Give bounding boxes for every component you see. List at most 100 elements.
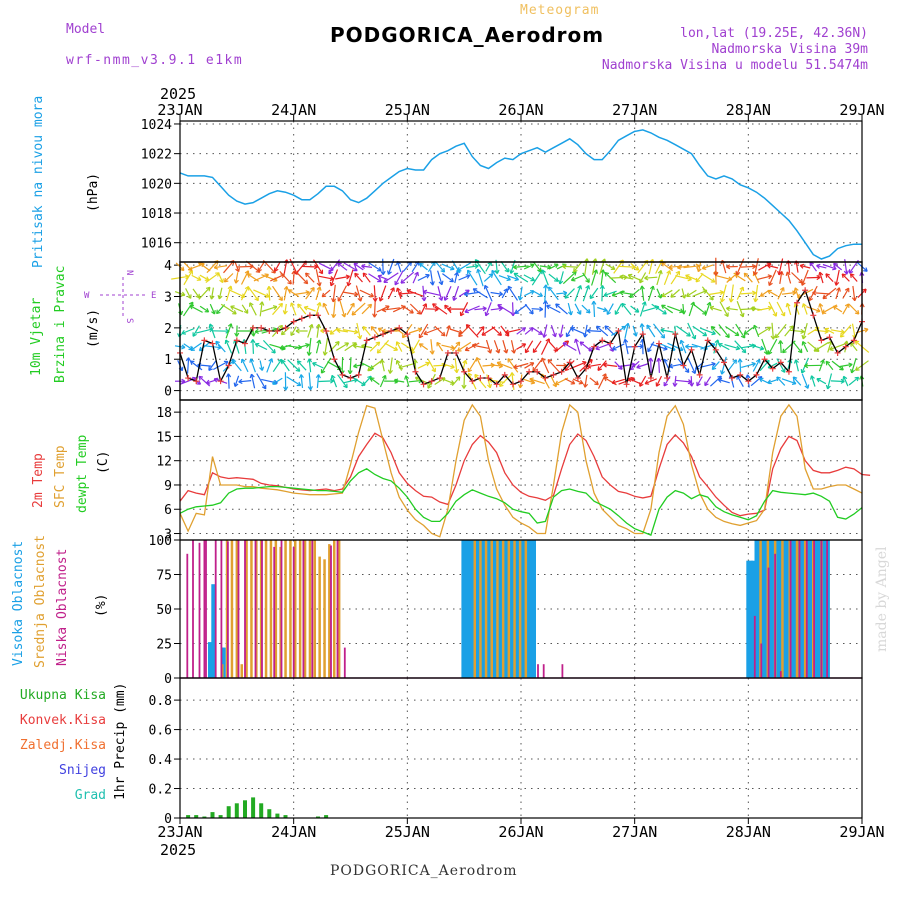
wind-barb-head	[794, 288, 795, 292]
wind-barb-head	[680, 340, 681, 344]
wind-barb-head	[182, 334, 186, 335]
y-tick-label: 4	[164, 259, 172, 274]
precip-legend-conv: Konvek.Kisa	[20, 713, 106, 728]
wind-barb	[253, 339, 254, 354]
wind-barb-head	[361, 297, 362, 301]
cloud-bar-low	[199, 543, 201, 678]
wind-barb-head	[637, 368, 641, 369]
wind-barb-head	[743, 313, 744, 317]
wind-barb-head	[464, 295, 468, 297]
cloud-bar-mid	[314, 540, 317, 678]
wind-barb-head	[855, 297, 857, 301]
wind-barb-head	[720, 291, 724, 293]
wind-barb	[248, 274, 259, 281]
wind-barb	[501, 261, 509, 272]
wind-barb-head	[291, 280, 292, 284]
wind-barb-head	[320, 282, 321, 286]
wind-gust-point	[258, 325, 264, 331]
wind-barb	[263, 340, 275, 353]
wind-barb	[401, 343, 413, 351]
cloud-bar-mid	[250, 540, 253, 678]
precip-bar	[251, 797, 255, 818]
wind-barbs	[171, 258, 869, 390]
cloud-bar-mid	[474, 540, 477, 678]
wind-ylabel-1: 10m Vjetar	[29, 298, 44, 376]
wind-barb-head	[223, 279, 224, 283]
y-tick-label: 9	[164, 479, 172, 494]
wind-barb-head	[548, 360, 549, 364]
wind-barb-head	[442, 297, 443, 301]
cloud-bar-low	[204, 540, 206, 678]
wind-gust-point	[372, 334, 378, 340]
wind-barb	[599, 374, 606, 389]
cloud-bar-low	[303, 540, 305, 678]
wind-barb-head	[433, 281, 435, 285]
wind-barb-head	[768, 275, 772, 276]
wind-barb	[744, 273, 752, 282]
wind-barb	[273, 286, 283, 300]
cloud-bar-mid	[479, 540, 482, 678]
wind-barb	[777, 302, 784, 316]
precip-bar	[227, 806, 231, 818]
wind-barb-head	[808, 385, 809, 389]
wind-barb-head	[442, 281, 443, 285]
temp-ylabels: 2m Temp SFC Temp dewpt Temp (C)	[31, 435, 111, 513]
wind-gust-point	[339, 372, 345, 378]
wind-barb-head	[354, 366, 358, 367]
wind-barb	[188, 358, 189, 374]
wind-barb	[401, 272, 414, 283]
wind-barb-head	[475, 375, 476, 379]
wind-barb-head	[466, 325, 467, 329]
wind-barb	[562, 266, 577, 267]
wind-barb	[248, 286, 258, 300]
wind-barb	[832, 361, 843, 370]
wind-barb	[594, 301, 595, 317]
cloud-bar-low	[273, 547, 275, 678]
cloud-bar-low	[186, 554, 188, 678]
date-label-bottom: 28JAN	[726, 823, 771, 841]
precip-bar	[235, 803, 239, 818]
wind-barb-head	[801, 349, 802, 353]
wind-barb-head	[640, 324, 642, 328]
wind-barb	[362, 304, 372, 314]
cloud-bar-low	[543, 664, 545, 678]
cloud-bar-mid	[333, 540, 336, 678]
wind-gust-point	[607, 341, 613, 347]
wind-barb-head	[331, 375, 332, 379]
precip-bar	[267, 809, 271, 818]
cloud-bar-low	[205, 540, 207, 678]
wind-barb	[693, 326, 707, 335]
wind-barb	[468, 270, 477, 285]
y-tick-label: 1016	[141, 237, 172, 252]
wind-barb	[442, 274, 453, 282]
date-label-bottom: 27JAN	[612, 823, 657, 841]
wind-barb-head	[587, 367, 591, 368]
wind-gust-point	[266, 328, 272, 334]
wind-barb-head	[397, 288, 398, 292]
wind-barb-head	[630, 369, 634, 370]
cloud-bar-low	[754, 616, 756, 678]
wind-barb	[701, 273, 715, 282]
cloud-bar-low	[821, 540, 823, 678]
wind-barb-head	[514, 349, 515, 353]
wind-barb-head	[291, 303, 292, 307]
wind-barb-head	[855, 377, 859, 378]
wind-barb-head	[239, 268, 240, 272]
wind-barb-head	[262, 367, 263, 371]
cloud-bar-low	[281, 540, 283, 678]
cloud-bar-low	[790, 540, 792, 678]
wind-barb	[352, 377, 365, 385]
wind-barb	[384, 273, 398, 283]
cloud-bar-low	[780, 671, 782, 678]
precip-legend-snow: Snijeg	[59, 763, 106, 778]
model-label: Model	[66, 22, 105, 37]
wind-barb	[287, 377, 301, 386]
precip-legend-hail: Grad	[75, 788, 106, 803]
wind-barb	[719, 325, 729, 338]
wind-barb	[229, 290, 245, 297]
wind-barb	[688, 323, 695, 339]
cloud-bar-low	[215, 540, 217, 678]
wind-barb-head	[499, 349, 500, 353]
wind-barb	[184, 271, 192, 285]
wind-barb-head	[405, 376, 406, 380]
